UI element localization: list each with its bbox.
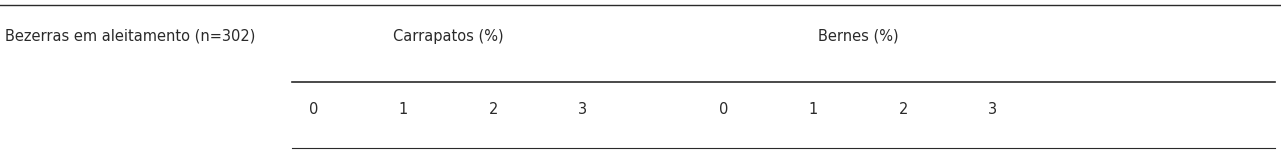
Text: 3: 3 xyxy=(578,102,588,117)
Text: 0: 0 xyxy=(309,102,319,117)
Text: Carrapatos (%): Carrapatos (%) xyxy=(393,29,503,44)
Text: 2: 2 xyxy=(898,102,908,117)
Text: Bezerras em aleitamento (n=302): Bezerras em aleitamento (n=302) xyxy=(5,29,255,44)
Text: 2: 2 xyxy=(488,102,498,117)
Text: 1: 1 xyxy=(808,102,819,117)
Text: 1: 1 xyxy=(398,102,409,117)
Text: 3: 3 xyxy=(988,102,998,117)
Text: 0: 0 xyxy=(719,102,729,117)
Text: Bernes (%): Bernes (%) xyxy=(819,29,898,44)
